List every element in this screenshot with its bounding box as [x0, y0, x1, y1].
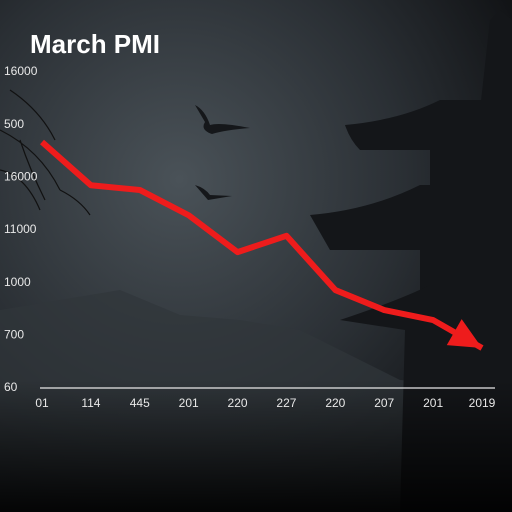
x-tick-label: 201 [179, 396, 199, 410]
x-tick-label: 2019 [469, 396, 496, 410]
birds [195, 105, 250, 200]
x-tick-label: 220 [228, 396, 248, 410]
y-tick-label: 700 [4, 328, 24, 342]
chart-title: March PMI [30, 29, 160, 59]
y-tick-label: 11000 [4, 222, 37, 236]
y-tick-label: 60 [4, 380, 18, 394]
x-tick-label: 201 [423, 396, 443, 410]
x-tick-label: 01 [35, 396, 49, 410]
x-tick-label: 220 [325, 396, 345, 410]
arrow-head [446, 319, 482, 348]
y-tick-label: 500 [4, 117, 24, 131]
bottom-shade [0, 380, 512, 512]
data-line [40, 139, 484, 351]
y-tick-label: 16000 [4, 170, 38, 184]
y-tick-label: 16000 [4, 64, 38, 78]
x-tick-label: 207 [374, 396, 394, 410]
branches [0, 89, 91, 216]
x-tick-label: 114 [81, 396, 100, 410]
x-tick-label: 227 [276, 396, 296, 410]
x-tick-label: 445 [130, 396, 150, 410]
y-tick-label: 1000 [4, 275, 31, 289]
